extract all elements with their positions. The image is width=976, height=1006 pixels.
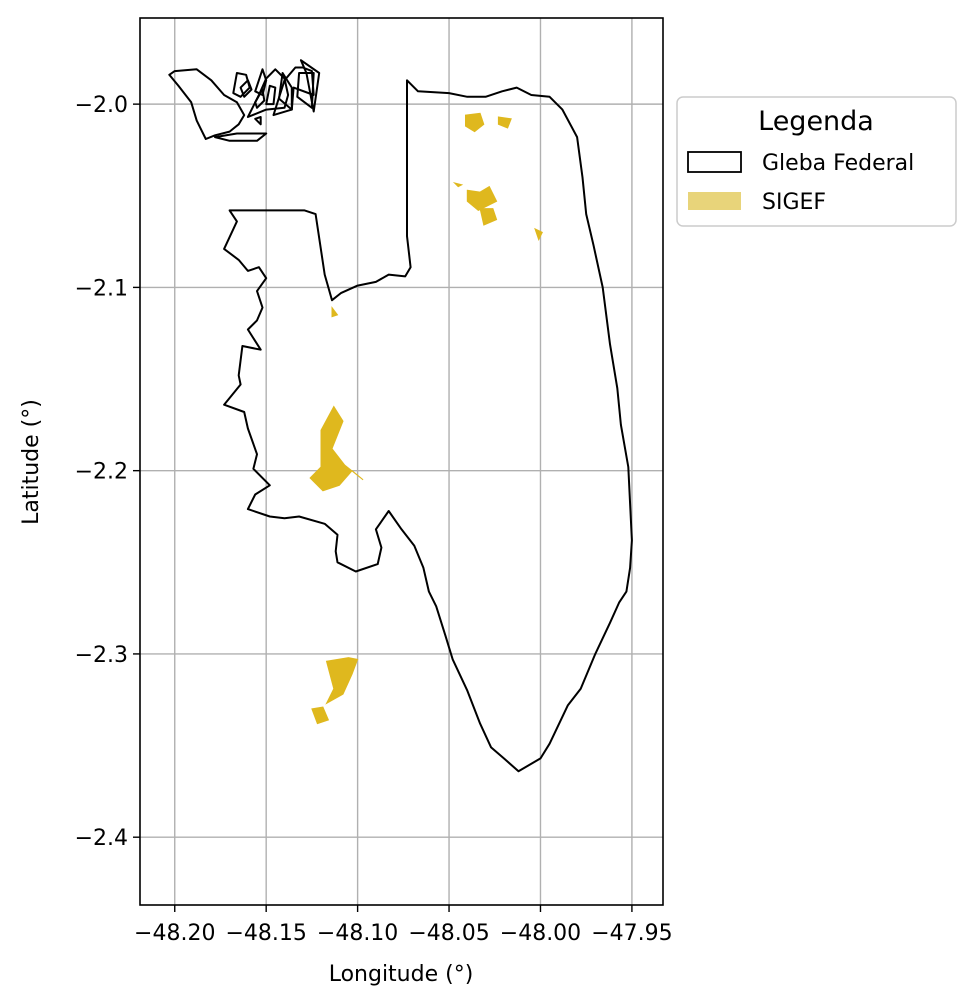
sigef-parcel [534,227,543,242]
sigef-parcel [465,112,485,133]
sigef-parcel [466,185,498,211]
sigef-parcel [309,405,364,492]
y-tick-label: −2.2 [75,460,128,485]
sigef-parcel [479,208,498,226]
legend-box [676,96,957,227]
gleba-federal-polygon [214,132,268,142]
gleba-federal-polygon [223,79,633,773]
legend-title: Legenda [758,106,874,137]
y-axis-label: Latitude (°) [19,399,44,525]
x-axis-ticks: −48.20 −48.15 −48.10 −48.05 −48.00 −47.95 [134,905,673,946]
grid-lines [140,18,663,905]
legend-swatch-gleba [687,151,742,173]
sigef-layer [309,112,543,725]
x-axis-label: Longitude (°) [329,962,474,987]
sigef-parcel [331,306,339,318]
sigef-parcel [311,706,330,725]
sigef-parcel [497,116,512,129]
legend: Legenda Gleba Federal SIGEF [676,96,957,227]
gleba-federal-polygon [254,88,266,109]
x-tick-label: −47.95 [591,921,672,946]
gleba-federal-polygon [254,116,262,126]
y-tick-label: −2.3 [75,643,128,668]
plot-frame [139,17,664,906]
y-axis-ticks: −2.0 −2.1 −2.2 −2.3 −2.4 [75,93,140,851]
sigef-parcel [452,181,464,188]
x-tick-label: −48.20 [134,921,215,946]
x-tick-label: −48.00 [500,921,581,946]
gleba-federal-polygon [265,84,277,106]
sigef-parcel [325,657,359,705]
gleba-federal-polygon [239,79,253,98]
legend-swatch-sigef [688,192,741,210]
gleba-federal-polygon [296,72,315,109]
x-tick-label: −48.05 [408,921,489,946]
legend-label-gleba: Gleba Federal [762,151,914,176]
legend-label-sigef: SIGEF [762,190,826,215]
x-tick-label: −48.10 [317,921,398,946]
y-tick-label: −2.1 [75,276,128,301]
y-tick-label: −2.0 [75,93,128,118]
gleba-federal-polygon [299,59,321,113]
gleba-federal-layer [168,59,633,773]
y-tick-label: −2.4 [75,826,128,851]
gleba-federal-polygon [168,68,246,140]
x-tick-label: −48.15 [225,921,306,946]
gleba-federal-polygon [278,72,293,111]
